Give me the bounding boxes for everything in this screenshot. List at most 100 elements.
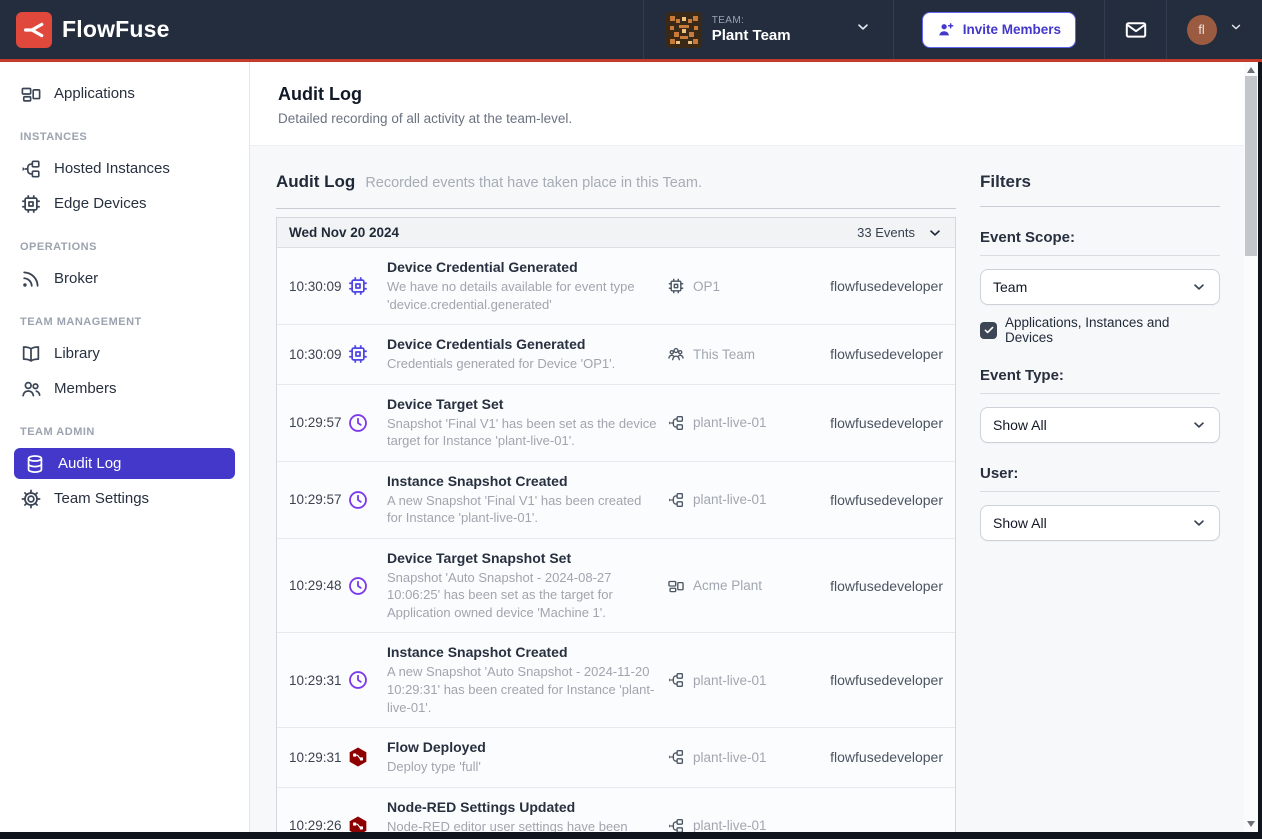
audit-event-row: 10:29:48 Device Target Snapshot Set Snap… [277, 538, 955, 634]
invite-members-button[interactable]: Invite Members [921, 11, 1076, 48]
event-description: A new Snapshot 'Auto Snapshot - 2024-11-… [387, 664, 655, 715]
database-icon [24, 453, 46, 475]
section-title: Audit Log [276, 172, 356, 191]
sidebar-item-label: Hosted Instances [54, 160, 170, 177]
scroll-down-arrow[interactable] [1247, 821, 1255, 827]
user-filter-label: User: [980, 465, 1220, 492]
sidebar-item-label: Edge Devices [54, 195, 147, 212]
instances-icon [667, 491, 685, 509]
user-menu[interactable]: fl [1166, 0, 1262, 59]
team-avatar [666, 12, 702, 48]
sidebar-item-members[interactable]: Members [0, 371, 249, 406]
event-description: Deploy type 'full' [387, 759, 481, 775]
event-scope-select[interactable]: Team [980, 269, 1220, 305]
event-time: 10:29:57 [289, 492, 342, 508]
event-type-label: Event Type: [980, 367, 1220, 394]
event-scope: plant-live-01 [693, 672, 767, 688]
event-title: Device Target Snapshot Set [387, 549, 572, 566]
sidebar-section-team-management: TEAM MANAGEMENT [20, 316, 142, 328]
event-description: Credentials generated for Device 'OP1'. [387, 356, 616, 372]
collapse-chevron-icon[interactable] [927, 225, 943, 241]
team-icon [667, 345, 685, 363]
event-title: Device Credentials Generated [387, 336, 586, 353]
audit-event-row: 10:30:09 Device Credentials Generated Cr… [277, 325, 955, 385]
scope-include-checkbox-row[interactable]: Applications, Instances and Devices [980, 315, 1220, 345]
scope-checkbox-label: Applications, Instances and Devices [1005, 315, 1170, 345]
top-navbar: FlowFuse TEAM: Plant Team Invite Members… [0, 0, 1262, 62]
sidebar-item-label: Library [54, 345, 100, 362]
team-label: TEAM: [711, 15, 745, 27]
event-scope: OP1 [693, 278, 721, 294]
event-time: 10:30:09 [289, 346, 342, 362]
audit-event-row: 10:30:09 Device Credential Generated We … [277, 248, 955, 326]
header-spacer [186, 0, 643, 59]
instances-icon [667, 748, 685, 766]
window-right-edge [1258, 62, 1262, 839]
audit-event-row: 10:29:57 Device Target Set Snapshot 'Fin… [277, 384, 955, 462]
chip-icon [347, 343, 387, 365]
user-filter-value: Show All [993, 515, 1047, 531]
event-scope: plant-live-01 [693, 749, 767, 765]
event-time: 10:29:31 [289, 672, 342, 688]
event-title: Node-RED Settings Updated [387, 798, 576, 815]
library-icon [20, 343, 42, 365]
sidebar-item-library[interactable]: Library [0, 336, 249, 371]
audit-event-row: 10:29:57 Instance Snapshot Created A new… [277, 461, 955, 539]
event-title: Instance Snapshot Created [387, 472, 568, 489]
vertical-scrollbar[interactable] [1244, 62, 1258, 832]
event-description: We have no details available for event t… [387, 279, 635, 312]
sidebar-item-applications[interactable]: Applications [0, 76, 249, 111]
sidebar-item-broker[interactable]: Broker [0, 261, 249, 296]
event-user: flowfusedeveloper [830, 491, 943, 508]
members-icon [20, 378, 42, 400]
filters-title: Filters [980, 172, 1220, 207]
broker-icon [20, 268, 42, 290]
sidebar-item-edge-devices[interactable]: Edge Devices [0, 186, 249, 221]
clock-icon [347, 489, 387, 511]
event-user: flowfusedeveloper [830, 414, 943, 431]
event-description: Snapshot 'Final V1' has been set as the … [387, 415, 657, 449]
sidebar-item-label: Applications [54, 85, 135, 102]
date-group-header[interactable]: Wed Nov 20 2024 33 Events [277, 218, 955, 248]
audit-event-row: 10:29:31 Flow Deployed Deploy type 'full… [277, 728, 955, 788]
event-title: Device Target Set [387, 395, 504, 412]
scrollbar-thumb[interactable] [1245, 76, 1257, 256]
user-filter-select[interactable]: Show All [980, 505, 1220, 541]
sidebar-item-hosted-instances[interactable]: Hosted Instances [0, 151, 249, 186]
team-name: Plant Team [711, 26, 791, 44]
event-scope: plant-live-01 [693, 492, 767, 508]
event-type-select[interactable]: Show All [980, 407, 1220, 443]
sidebar-section-operations: OPERATIONS [20, 241, 97, 253]
clock-icon [347, 412, 387, 434]
event-title: Device Credential Generated [387, 259, 578, 275]
event-title: Instance Snapshot Created [387, 644, 568, 661]
scroll-up-arrow[interactable] [1247, 67, 1255, 73]
event-scope-label: Event Scope: [980, 229, 1220, 256]
sidebar-item-audit-log[interactable]: Audit Log [14, 448, 235, 479]
event-scope: Acme Plant [693, 578, 763, 594]
page-header: Audit Log Detailed recording of all acti… [250, 62, 1244, 146]
sidebar-item-team-settings[interactable]: Team Settings [0, 481, 249, 516]
notifications-button[interactable] [1104, 0, 1166, 59]
event-time: 10:29:31 [289, 749, 342, 765]
sidebar-item-label: Broker [54, 270, 99, 287]
event-scope: plant-live-01 [693, 415, 767, 431]
date-label: Wed Nov 20 2024 [289, 225, 400, 240]
chevron-down-icon [1191, 279, 1207, 295]
instances-icon [667, 817, 685, 832]
chip-icon [347, 275, 387, 297]
audit-events-table: Wed Nov 20 2024 33 Events 10:30:09 Devic… [276, 217, 956, 832]
brand[interactable]: FlowFuse [0, 0, 186, 59]
filters-panel: Filters Event Scope: Team Applications, … [980, 172, 1220, 832]
sidebar-item-label: Team Settings [54, 490, 150, 507]
invite-members-label: Invite Members [962, 22, 1061, 37]
chevron-down-icon [855, 19, 871, 40]
event-time: 10:29:26 [289, 818, 342, 832]
audit-event-row: 10:29:31 Instance Snapshot Created A new… [277, 633, 955, 729]
sidebar-item-label: Audit Log [58, 455, 122, 472]
checkbox-checked-icon[interactable] [980, 321, 997, 339]
team-selector[interactable]: TEAM: Plant Team [642, 0, 893, 59]
instances-icon [667, 414, 685, 432]
event-scope: plant-live-01 [693, 818, 767, 832]
instances-icon [20, 158, 42, 180]
